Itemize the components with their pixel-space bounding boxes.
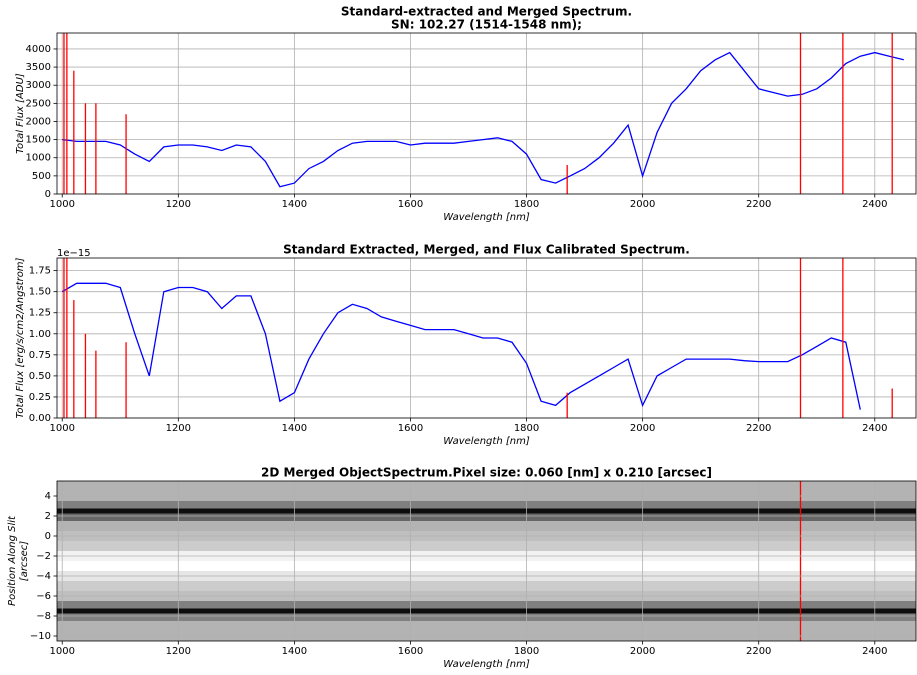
y-tick-label: 2 [45, 511, 51, 522]
x-tick-label: 1800 [514, 423, 539, 434]
x-tick-label: 1600 [398, 646, 423, 657]
y-tick-label: 1.25 [29, 308, 51, 319]
image-row [57, 613, 916, 621]
x-tick-label: 2000 [630, 646, 655, 657]
x-tick-label: 1400 [282, 646, 307, 657]
image-row [57, 561, 916, 571]
y-tick-label: 3000 [26, 80, 51, 91]
x-tick-label: 1800 [514, 646, 539, 657]
y-tick-label: 2500 [26, 98, 51, 109]
image-row [57, 513, 916, 521]
chart-title: Standard-extracted and Merged Spectrum. [341, 5, 632, 19]
y-tick-label: 0.75 [29, 350, 51, 361]
x-tick-label: 1000 [49, 646, 74, 657]
y-tick-label: 1.75 [29, 266, 51, 277]
spectrum-line [61, 282, 861, 410]
y-tick-label: 0 [45, 189, 51, 200]
x-axis-label: Wavelength [nm] [443, 436, 530, 447]
y-tick-label: 1.50 [29, 287, 51, 298]
x-tick-label: 1000 [49, 199, 74, 210]
image-row [57, 481, 916, 491]
offset-label: 1e−15 [57, 248, 91, 259]
y-tick-label: 0.25 [29, 392, 51, 403]
y-tick-label: 2000 [26, 116, 51, 127]
image-row [57, 508, 916, 514]
y-axis-label: Total Flux [ADU] [15, 73, 26, 154]
image-row [57, 621, 916, 631]
chart-title: SN: 102.27 (1514-1548 nm); [391, 18, 582, 32]
x-tick-label: 2400 [862, 646, 887, 657]
axes-frame [56, 257, 917, 419]
x-tick-label: 1200 [166, 199, 191, 210]
y-tick-label: 4 [45, 491, 51, 502]
y-tick-label: 3500 [26, 62, 51, 73]
image-row [57, 581, 916, 591]
y-tick-label: −8 [36, 611, 51, 622]
y-tick-label: 500 [32, 171, 51, 182]
spectrum-line [62, 51, 904, 188]
x-tick-label: 1000 [49, 423, 74, 434]
image-row [57, 608, 916, 614]
x-tick-label: 2400 [862, 199, 887, 210]
x-tick-label: 2000 [630, 199, 655, 210]
x-tick-label: 2200 [746, 646, 771, 657]
x-tick-label: 1600 [398, 423, 423, 434]
x-tick-label: 2200 [746, 423, 771, 434]
x-tick-label: 1600 [398, 199, 423, 210]
image-row [57, 521, 916, 531]
x-axis-label: Wavelength [nm] [443, 212, 530, 223]
y-tick-label: 4000 [26, 44, 51, 55]
plot-area [57, 258, 916, 418]
x-tick-label: 1200 [166, 646, 191, 657]
y-tick-label: 0 [45, 531, 51, 542]
y-axis-label: Position Along Slit [7, 515, 18, 606]
y-tick-label: −10 [30, 631, 51, 642]
y-axis-label: Total Flux [erg/s/cm2/Angstrom] [15, 257, 26, 418]
x-tick-label: 1800 [514, 199, 539, 210]
y-tick-label: 0.50 [29, 371, 51, 382]
y-tick-label: −2 [36, 551, 51, 562]
image-row [57, 501, 916, 509]
axes-frame [56, 32, 917, 195]
y-axis-label: [arcsec] [19, 541, 30, 581]
axes-frame [56, 480, 917, 642]
x-tick-label: 2000 [630, 423, 655, 434]
x-tick-label: 1400 [282, 199, 307, 210]
plot-area [57, 33, 916, 194]
y-tick-label: 1000 [26, 153, 51, 164]
y-tick-label: −4 [36, 571, 51, 582]
chart-title: Standard Extracted, Merged, and Flux Cal… [283, 243, 690, 257]
y-tick-label: −6 [36, 591, 51, 602]
y-tick-label: 0.00 [29, 413, 51, 424]
y-tick-label: 1500 [26, 135, 51, 146]
image-row [57, 601, 916, 609]
x-tick-label: 2200 [746, 199, 771, 210]
plot-area [57, 481, 916, 641]
image-row [57, 541, 916, 551]
x-tick-label: 1200 [166, 423, 191, 434]
chart-title: 2D Merged ObjectSpectrum.Pixel size: 0.0… [261, 466, 712, 480]
x-axis-label: Wavelength [nm] [443, 659, 530, 670]
y-tick-label: 1.00 [29, 329, 51, 340]
x-tick-label: 2400 [862, 423, 887, 434]
x-tick-label: 1400 [282, 423, 307, 434]
